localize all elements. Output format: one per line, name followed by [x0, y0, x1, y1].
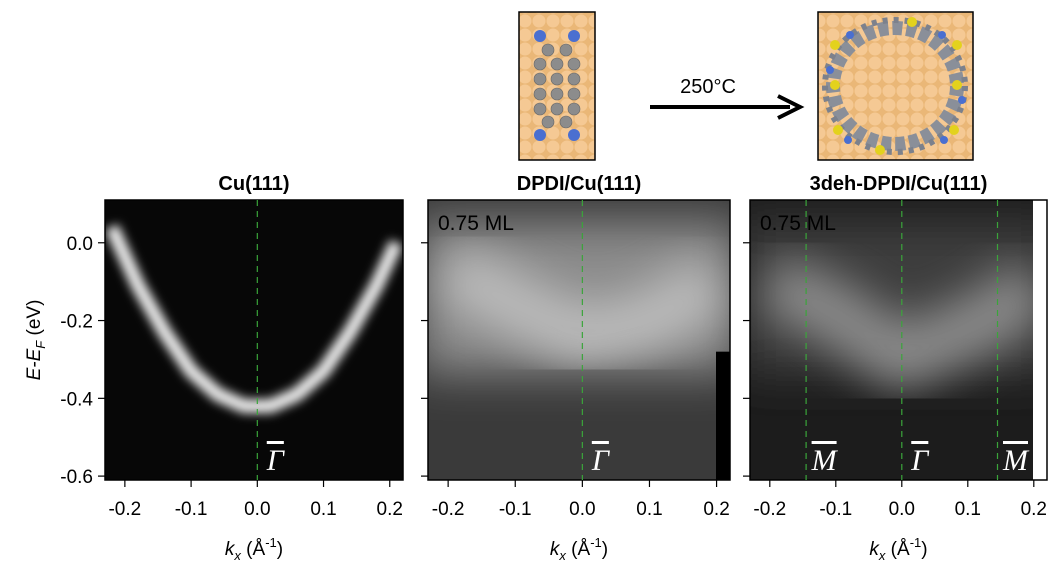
y-tick-label: -0.2: [60, 312, 93, 333]
x-tick-label: -0.2: [108, 499, 141, 520]
symmetry-label: Γ: [910, 444, 930, 477]
edge: [716, 351, 730, 480]
molecule-image: [518, 11, 596, 161]
x-axis-label-part: ): [602, 539, 608, 560]
x-tick-label: 0.0: [244, 499, 270, 520]
x-tick-label: 0.2: [703, 499, 729, 520]
x-axis-label: kx (Å-1): [550, 535, 608, 563]
x-tick-label: -0.2: [753, 499, 786, 520]
x-axis-label-part: x: [878, 548, 886, 563]
panel-title: 3deh-DPDI/Cu(111): [810, 173, 988, 195]
intensity-map: [428, 200, 730, 480]
x-tick-label: 0.2: [377, 499, 403, 520]
frame: [427, 199, 731, 481]
symmetry-label: Γ: [266, 444, 286, 477]
panel-title: DPDI/Cu(111): [517, 173, 641, 195]
y-tick-label: 0.0: [67, 234, 93, 255]
intensity-map: [105, 200, 403, 480]
symmetry-label: M: [811, 444, 839, 477]
x-axis-label-part: k: [550, 539, 561, 560]
x-tick-label: 0.1: [310, 499, 336, 520]
y-axis-label-part: F: [33, 340, 48, 349]
x-tick-label: -0.1: [175, 499, 208, 520]
x-tick-label: 0.2: [1021, 499, 1047, 520]
x-axis-label-part: (Å: [566, 539, 591, 560]
x-tick-label: 0.1: [636, 499, 662, 520]
coverage-label: 0.75 ML: [438, 212, 514, 235]
y-axis-label: E-EF (eV): [24, 300, 48, 381]
x-axis-label-part: k: [225, 539, 236, 560]
x-axis-label-part: x: [233, 548, 241, 563]
x-tick-label: -0.1: [819, 499, 852, 520]
frame: [104, 199, 404, 481]
band: [105, 224, 403, 414]
network-image: [817, 11, 974, 161]
x-axis-label-part: -1: [910, 535, 922, 550]
x-axis-label-part: (Å: [885, 539, 910, 560]
x-tick-label: -0.2: [432, 499, 465, 520]
symmetry-label: Γ: [591, 444, 611, 477]
symmetry-label: M: [1002, 444, 1030, 477]
intensity-map: [750, 200, 1047, 480]
x-tick-label: 0.1: [955, 499, 981, 520]
x-axis-label-part: (Å: [241, 539, 266, 560]
x-axis-label-part: x: [558, 548, 566, 563]
band-glow: [757, 254, 1047, 394]
x-tick-label: 0.0: [889, 499, 915, 520]
frame: [749, 199, 1048, 481]
arrow-label: 250°C: [680, 76, 736, 98]
x-axis-label-part: ): [277, 539, 283, 560]
x-tick-label: -0.1: [499, 499, 532, 520]
y-axis-label-part: E-E: [24, 348, 45, 380]
background: [105, 200, 403, 480]
y-tick-label: -0.4: [60, 389, 93, 410]
x-axis-label: kx (Å-1): [225, 535, 283, 563]
edge: [1033, 200, 1047, 480]
x-axis-label-part: k: [869, 539, 880, 560]
y-tick-label: -0.6: [60, 467, 93, 488]
x-tick-label: 0.0: [569, 499, 595, 520]
coverage-label: 0.75 ML: [760, 212, 836, 235]
x-axis-label: kx (Å-1): [869, 535, 927, 563]
reaction-arrow: [650, 94, 805, 120]
x-axis-label-part: ): [921, 539, 927, 560]
y-axis-label-part: (eV): [24, 300, 45, 341]
x-axis-label-part: -1: [590, 535, 602, 550]
x-axis-label-part: -1: [265, 535, 277, 550]
panel-title: Cu(111): [218, 173, 289, 195]
